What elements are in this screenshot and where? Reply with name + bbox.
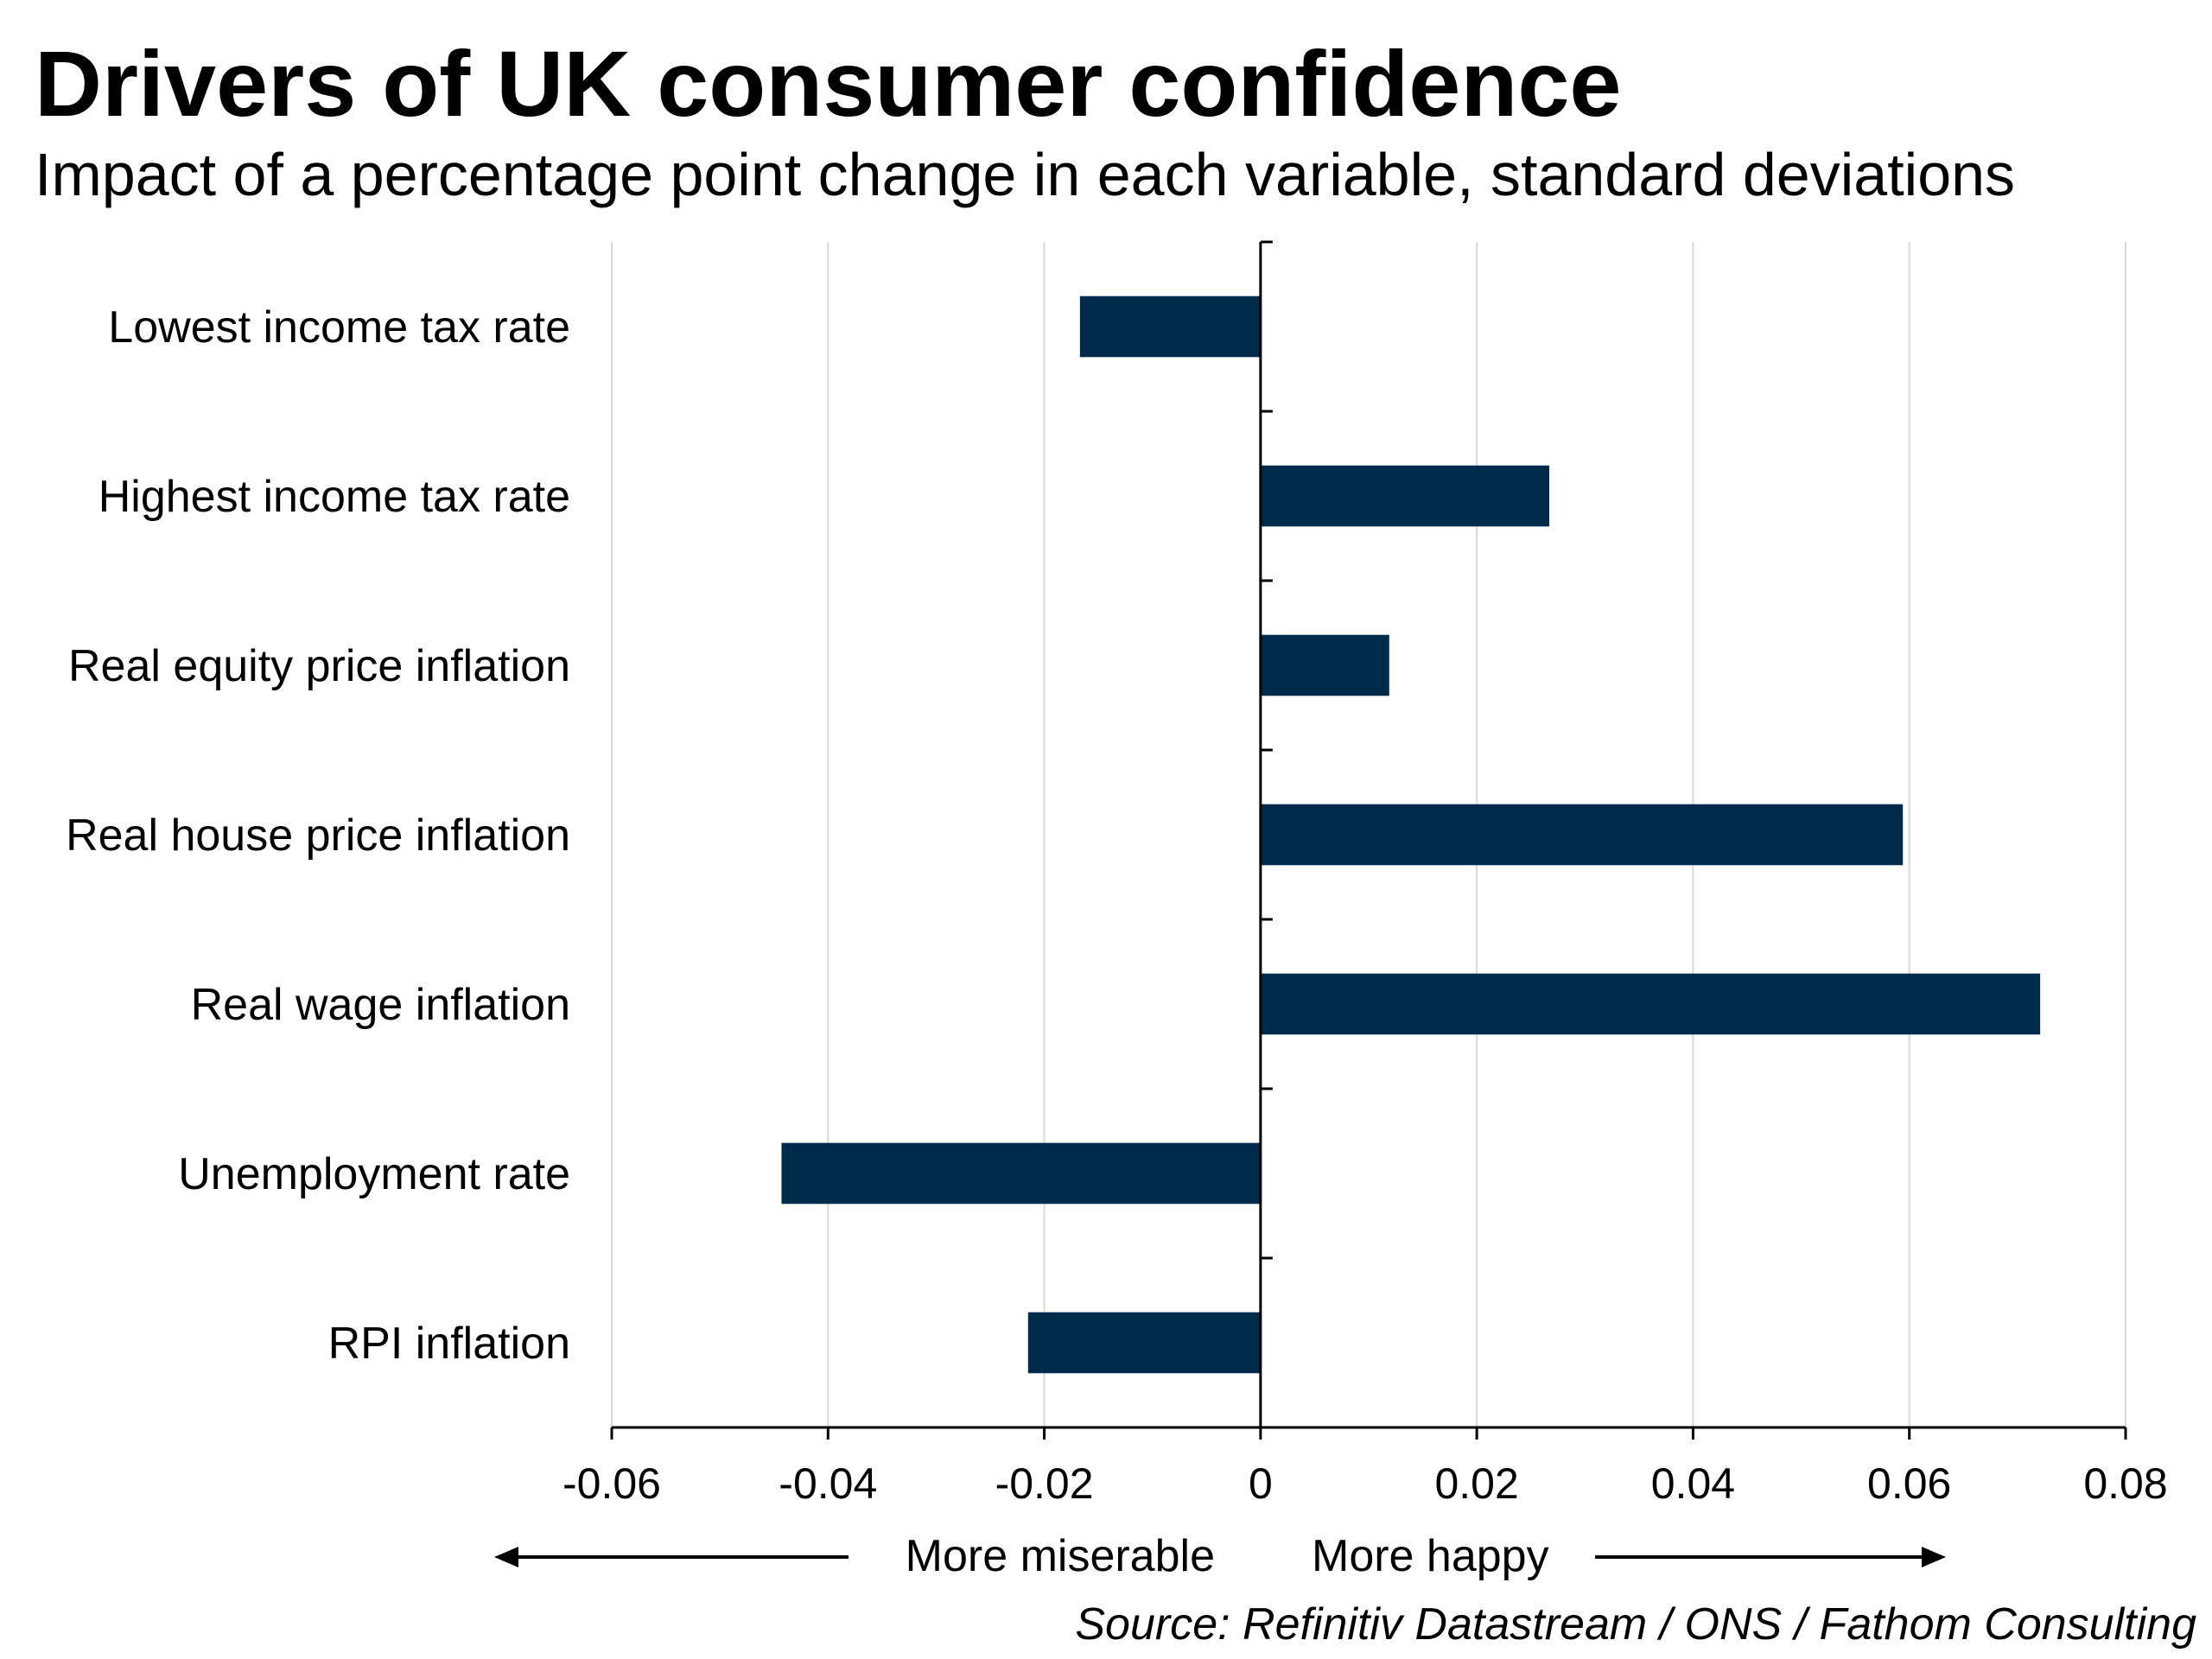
axes: [610, 240, 2127, 1440]
category-label: Unemployment rate: [178, 1149, 570, 1199]
category-label: RPI inflation: [328, 1319, 570, 1369]
category-labels: Lowest income tax rate Highest income tax…: [66, 302, 570, 1369]
x-tick-label: 0.04: [1651, 1459, 1735, 1508]
bar: [781, 1142, 1261, 1205]
bar: [1027, 1312, 1261, 1374]
bars: [781, 296, 2041, 1374]
bar: [1260, 465, 1549, 527]
chart-title: Drivers of UK consumer confidence: [35, 31, 1622, 136]
more-happy-label: More happy: [1312, 1531, 1549, 1581]
category-label: Real equity price inflation: [68, 641, 570, 691]
x-tick-label: 0.02: [1434, 1459, 1518, 1508]
category-label: Lowest income tax rate: [108, 302, 570, 353]
left-arrow-head-icon: [494, 1547, 518, 1567]
x-tick-labels: -0.06 -0.04 -0.02 0 0.02 0.04 0.06 0.08: [563, 1459, 2168, 1508]
direction-annotation: More miserable More happy: [494, 1531, 1946, 1581]
category-label: Real wage inflation: [191, 980, 570, 1030]
chart-subtitle: Impact of a percentage point change in e…: [35, 141, 2016, 208]
source-note: Source: Refinitiv Datastream / ONS / Fat…: [1075, 1599, 2196, 1649]
right-arrow-head-icon: [1922, 1547, 1946, 1567]
x-tick-label: 0.08: [2083, 1459, 2167, 1508]
category-label: Highest income tax rate: [99, 472, 570, 522]
gridlines: [611, 242, 2126, 1427]
x-tick-label: 0.06: [1867, 1459, 1951, 1508]
x-tick-label: -0.04: [779, 1459, 877, 1508]
bar: [1079, 296, 1261, 358]
bar: [1260, 634, 1389, 696]
x-tick-label: -0.02: [995, 1459, 1094, 1508]
more-miserable-label: More miserable: [906, 1531, 1215, 1581]
bar: [1260, 804, 1904, 866]
category-label: Real house price inflation: [66, 810, 570, 861]
x-tick-label: -0.06: [563, 1459, 661, 1508]
x-tick-label: 0: [1249, 1459, 1273, 1508]
bar: [1260, 973, 2041, 1035]
